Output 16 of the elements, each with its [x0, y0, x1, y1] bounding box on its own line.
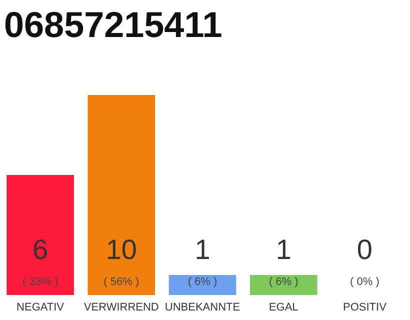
- data-label: 6: [32, 234, 48, 265]
- x-tick-label: POSITIV: [343, 302, 388, 314]
- annotation: ( 6% ): [188, 276, 218, 288]
- x-tick-label: NEGATIV: [16, 302, 65, 314]
- data-label: 10: [106, 234, 137, 265]
- x-tick-label: EGAL: [268, 302, 298, 314]
- annotation: ( 33% ): [22, 276, 58, 288]
- annotation: ( 6% ): [268, 276, 298, 288]
- annotation: ( 0% ): [350, 276, 380, 288]
- data-label: 0: [356, 234, 373, 265]
- chart-title: 06857215411: [4, 4, 222, 45]
- x-tick-label: VERWIRREND: [84, 302, 159, 314]
- x-tick-label: UNBEKANNTE: [164, 302, 240, 314]
- data-label: 1: [194, 234, 210, 265]
- annotation: ( 56% ): [104, 276, 140, 288]
- data-label: 1: [276, 234, 292, 265]
